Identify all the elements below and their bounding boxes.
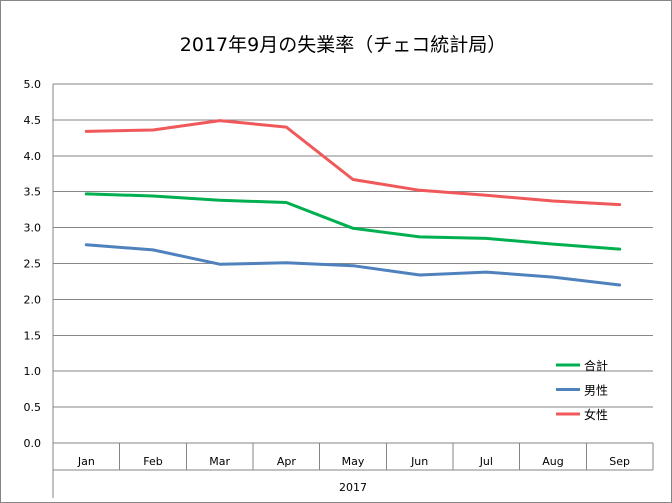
y-tick-label: 4.5 [24,114,42,127]
legend-label: 男性 [584,384,608,398]
x-group-label: 2017 [339,481,367,494]
series-lines [84,119,622,287]
series-line-1 [84,192,622,251]
series-line-3 [84,119,622,207]
x-tick-label: Jun [410,455,428,468]
x-tick-label: Apr [277,455,297,468]
x-tick-label: Sep [609,455,630,468]
x-tick-label: May [342,455,365,468]
y-tick-label: 3.5 [24,186,42,199]
y-tick-label: 1.0 [24,365,42,378]
x-tick-label: Feb [143,455,162,468]
x-tick-label: Mar [209,455,230,468]
legend-label: 合計 [584,358,608,373]
y-tick-label: 4.0 [24,150,42,163]
y-axis: 0.0 0.5 1.0 1.5 2.0 2.5 3.0 3.5 4.0 4.5 5.0 [24,78,42,450]
y-tick-label: 2.5 [24,258,42,271]
y-tick-label: 0.0 [24,437,42,450]
y-tick-label: 5.0 [24,78,42,91]
chart-title: 2017年9月の失業率（チェコ統計局） [180,34,506,56]
x-tick-label: Aug [542,455,563,468]
x-tick-label: Jan [77,455,95,468]
series-line-2 [84,243,622,287]
y-tick-label: 0.5 [24,401,42,414]
y-tick-label: 3.0 [24,222,42,235]
y-tick-label: 2.0 [24,293,42,306]
x-tick-label: Jul [479,455,493,468]
legend-label: 女性 [584,407,608,422]
y-tick-label: 1.5 [24,329,42,342]
x-axis: Jan Feb Mar Apr May Jun Jul Aug Sep 2017 [52,84,654,498]
